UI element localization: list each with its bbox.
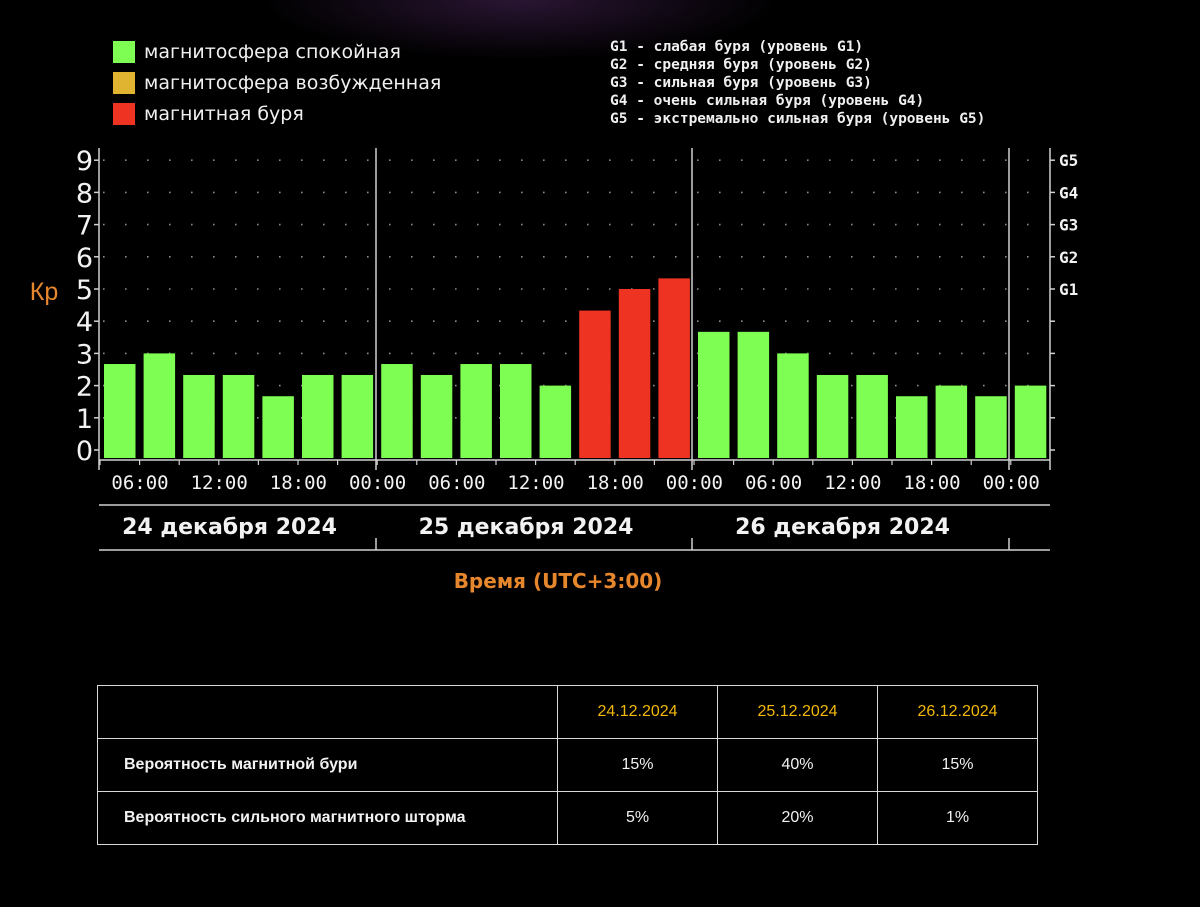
y-tick-label: 5 [76, 275, 93, 306]
bar [460, 364, 492, 458]
bar [539, 385, 572, 458]
legend-item-quiet: магнитосфера спокойная [113, 36, 441, 67]
x-tick-label: 12:00 [191, 472, 248, 494]
y-tick-label: 6 [76, 243, 93, 274]
g-tick-label: G1 [1059, 280, 1078, 299]
x-tick-label: 06:00 [428, 472, 485, 494]
g-level-item: G3 - сильная буря (уровень G3) [610, 75, 872, 91]
bar [975, 396, 1007, 458]
bar [222, 374, 255, 458]
table-row: Вероятность магнитной бури 15% 40% 15% [97, 738, 1038, 792]
x-tick-label: 06:00 [111, 472, 168, 494]
legend: магнитосфера спокойная магнитосфера возб… [113, 36, 441, 129]
legend-swatch-red [113, 102, 135, 125]
x-tick-label: 00:00 [666, 472, 723, 494]
legend-label: магнитосфера спокойная [144, 40, 401, 63]
legend-swatch-green [113, 40, 135, 63]
bar [737, 331, 770, 458]
g-level-item: G5 - экстремально сильная буря (уровень … [610, 111, 986, 127]
g-tick-label: G4 [1059, 183, 1078, 202]
table-cell: 1% [877, 791, 1038, 845]
table-corner-cell [97, 685, 558, 739]
g-tick-label: G3 [1059, 216, 1078, 235]
plot-frame [94, 148, 1055, 551]
bar [856, 374, 888, 458]
row-label: Вероятность магнитной бури [97, 738, 558, 792]
y-tick-label: 8 [76, 178, 93, 209]
g-tick-label: G5 [1059, 151, 1078, 170]
x-tick-label: 06:00 [745, 472, 802, 494]
x-axis-label: Время (UTC+3:00) [454, 569, 663, 593]
x-tick-label: 18:00 [903, 472, 960, 494]
bar [302, 374, 334, 458]
day-labels: 24 декабря 2024 25 декабря 2024 26 декабря… [122, 515, 950, 540]
x-tick-label: 18:00 [270, 472, 327, 494]
table-cell: 15% [877, 738, 1038, 792]
y-tick-label: 9 [76, 146, 93, 177]
table-cell: 15% [557, 738, 718, 792]
y-tick-label: 4 [76, 307, 93, 338]
legend-item-excited: магнитосфера возбужденная [113, 67, 441, 98]
bar [420, 374, 453, 458]
x-tick-labels: 06:00 12:00 18:00 00:00 06:00 12:00 18:00 00:00… [111, 472, 1039, 494]
table-cell: 40% [717, 738, 878, 792]
table-cell: 20% [717, 791, 878, 845]
table-date-cell: 26.12.2024 [877, 685, 1038, 739]
table-row: Вероятность сильного магнитного шторма 5… [97, 791, 1038, 845]
y-tick-label: 3 [76, 339, 93, 370]
bar [104, 364, 136, 458]
x-tick-label: 12:00 [507, 472, 564, 494]
g-level-legend: G1 - слабая буря (уровень G1) G2 - средн… [610, 38, 985, 128]
bar [381, 364, 413, 458]
legend-swatch-yellow [113, 71, 135, 94]
legend-label: магнитная буря [144, 102, 304, 125]
forecast-table: 24.12.2024 25.12.2024 26.12.2024 Вероятн… [97, 685, 1038, 845]
g-level-item: G4 - очень сильная буря (уровень G4) [610, 93, 925, 109]
y-axis-label: Кр [30, 278, 58, 306]
y-tick-label: 0 [76, 436, 93, 467]
x-tick-label: 00:00 [983, 472, 1040, 494]
bar [935, 385, 968, 458]
day-label: 26 декабря 2024 [735, 515, 950, 540]
table-header-row: 24.12.2024 25.12.2024 26.12.2024 [97, 685, 1038, 739]
day-label: 25 декабря 2024 [419, 515, 634, 540]
x-tick-label: 18:00 [587, 472, 644, 494]
legend-label: магнитосфера возбужденная [144, 71, 442, 94]
bar [143, 353, 176, 458]
g-level-item: G1 - слабая буря (уровень G1) [610, 39, 864, 55]
bar [1014, 385, 1047, 458]
x-tick-label: 12:00 [824, 472, 881, 494]
bar [816, 374, 849, 458]
bar [658, 278, 690, 458]
bar [262, 396, 294, 458]
g-tick-labels: G1 G2 G3 G4 G5 [1059, 151, 1078, 299]
bar [896, 396, 928, 458]
bar [777, 353, 809, 458]
bar [618, 289, 651, 458]
bar [341, 374, 374, 458]
legend-item-storm: магнитная буря [113, 98, 441, 129]
row-label: Вероятность сильного магнитного шторма [97, 791, 558, 845]
y-tick-label: 2 [76, 372, 93, 403]
day-label: 24 декабря 2024 [122, 515, 337, 540]
bar [183, 374, 215, 458]
table-date-cell: 25.12.2024 [717, 685, 878, 739]
table-date-cell: 24.12.2024 [557, 685, 718, 739]
bars [104, 278, 1047, 458]
bar [698, 331, 730, 458]
y-tick-label: 7 [76, 211, 93, 242]
y-tick-label: 1 [76, 404, 93, 435]
x-tick-label: 00:00 [349, 472, 406, 494]
bar [500, 364, 532, 458]
g-level-item: G2 - средняя буря (уровень G2) [610, 57, 872, 73]
bar [579, 310, 611, 458]
g-tick-label: G2 [1059, 248, 1078, 267]
table-cell: 5% [557, 791, 718, 845]
